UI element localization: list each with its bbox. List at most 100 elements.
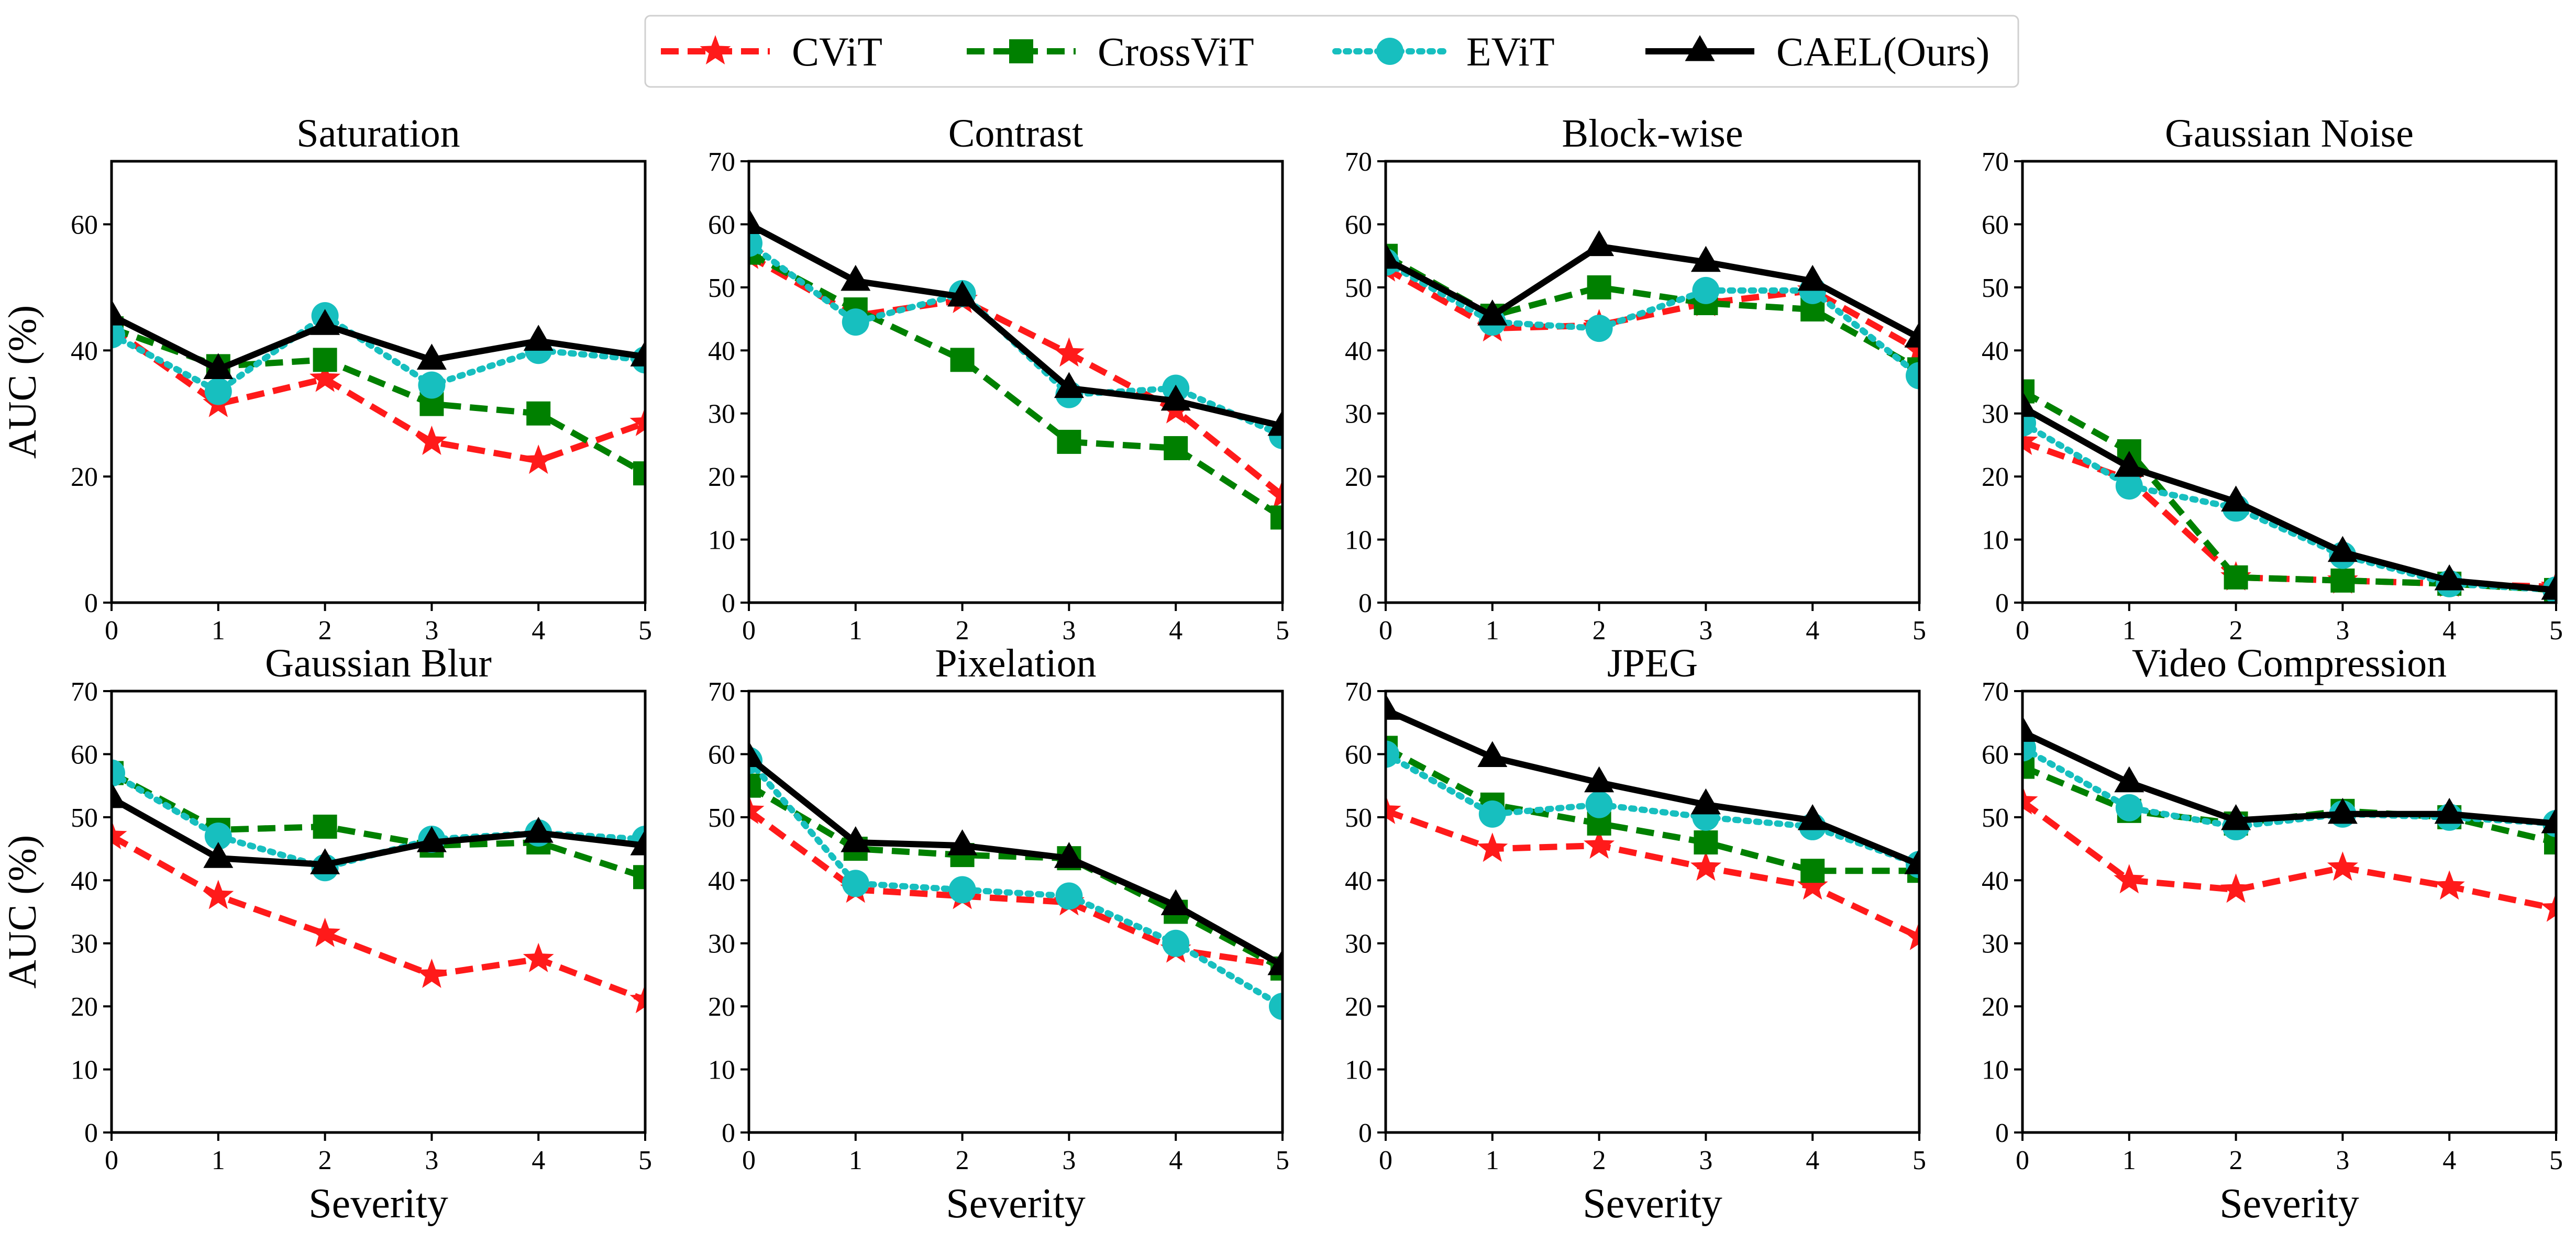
series-cvit bbox=[2022, 785, 2556, 922]
point-cael-ours-0 bbox=[112, 782, 127, 808]
point-cael-ours-1 bbox=[1477, 299, 1508, 326]
point-crossvit-3 bbox=[1694, 830, 1718, 855]
point-cael-ours-3 bbox=[1054, 842, 1084, 868]
legend-item-crossvit: CrossViT bbox=[967, 29, 1254, 74]
point-crossvit-4 bbox=[1800, 859, 1825, 883]
legend-label-cael-ours: CAEL(Ours) bbox=[1776, 29, 1989, 74]
point-cvit-2 bbox=[309, 362, 341, 392]
point-cael-ours-3 bbox=[1054, 372, 1084, 398]
panel-title: Block-wise bbox=[1562, 112, 1743, 155]
series-line-cael-ours bbox=[1386, 243, 1919, 341]
y-tick-label: 0 bbox=[1358, 588, 1372, 618]
point-cael-ours-3 bbox=[416, 343, 447, 370]
plot-area bbox=[2022, 379, 2556, 603]
point-cael-ours-0 bbox=[749, 208, 764, 235]
y-tick-label: 40 bbox=[1345, 866, 1372, 896]
point-cvit-0 bbox=[2022, 425, 2038, 455]
point-cael-ours-3 bbox=[2327, 797, 2358, 824]
point-cvit-0 bbox=[2022, 785, 2038, 815]
y-tick-label: 0 bbox=[84, 1118, 98, 1148]
point-cvit-1 bbox=[1477, 832, 1508, 862]
y-tick-label: 40 bbox=[708, 866, 735, 896]
series-crossvit bbox=[749, 240, 1283, 530]
y-tick-label: 20 bbox=[1982, 462, 2009, 492]
x-tick-label: 3 bbox=[2336, 616, 2349, 646]
x-tick-label: 1 bbox=[1486, 616, 1499, 646]
y-tick-label: 70 bbox=[1345, 147, 1372, 177]
point-cael-ours-1 bbox=[841, 264, 871, 291]
legend-item-cvit: CViT bbox=[661, 29, 882, 74]
x-tick-label: 5 bbox=[2549, 1146, 2563, 1175]
y-tick-label: 40 bbox=[1982, 866, 2009, 896]
point-cvit-3 bbox=[416, 958, 447, 988]
point-cael-ours-0 bbox=[1386, 242, 1401, 269]
y-tick-label: 20 bbox=[1345, 992, 1372, 1022]
x-tick-label: 0 bbox=[2016, 1146, 2029, 1175]
series-line-cael-ours bbox=[2022, 729, 2556, 827]
point-evit-1 bbox=[2115, 472, 2143, 500]
x-tick-label: 0 bbox=[1379, 1146, 1392, 1175]
y-tick-label: 0 bbox=[722, 1118, 735, 1148]
axes-frame bbox=[747, 160, 1284, 604]
point-cael-ours-2 bbox=[310, 848, 340, 874]
point-crossvit-2 bbox=[313, 348, 337, 372]
point-crossvit-5 bbox=[1270, 505, 1283, 530]
legend-frame bbox=[644, 15, 2019, 88]
point-evit-0 bbox=[112, 759, 125, 787]
series-line-cael-ours bbox=[749, 754, 1283, 969]
point-cvit-1 bbox=[2114, 864, 2145, 894]
plot-area bbox=[749, 741, 1283, 1020]
x-tick-label: 0 bbox=[2016, 616, 2029, 646]
series-cvit bbox=[1386, 794, 1919, 950]
y-tick-label: 60 bbox=[1345, 210, 1372, 240]
x-axis-label: Severity bbox=[2219, 1181, 2359, 1227]
plot-area bbox=[749, 208, 1283, 530]
series-crossvit bbox=[2022, 379, 2556, 602]
x-tick-label: 4 bbox=[1169, 1146, 1182, 1175]
series-cael-ours bbox=[2022, 391, 2556, 600]
x-tick-label: 0 bbox=[105, 616, 118, 646]
x-tick-label: 1 bbox=[1486, 1146, 1499, 1175]
point-evit-0 bbox=[112, 321, 125, 349]
point-cael-ours-1 bbox=[2114, 766, 2144, 793]
point-cael-ours-4 bbox=[2434, 797, 2464, 824]
panel-gaussian-noise: Gaussian Noise 0 10 20 30 40 50 60 70 0 1 2 3 4 5 bbox=[1982, 112, 2563, 646]
y-tick-label: 60 bbox=[71, 740, 98, 770]
point-cael-ours-0 bbox=[1386, 694, 1401, 720]
point-crossvit-2 bbox=[1587, 275, 1611, 299]
point-crossvit-2 bbox=[950, 348, 975, 372]
x-tick-label: 4 bbox=[1806, 616, 1819, 646]
point-crossvit-0 bbox=[749, 773, 761, 798]
point-cael-ours-4 bbox=[1160, 889, 1191, 916]
point-evit-1 bbox=[2115, 794, 2143, 821]
series-line-evit bbox=[2022, 419, 2556, 593]
x-tick-label: 4 bbox=[1806, 1146, 1819, 1175]
x-tick-label: 3 bbox=[425, 1146, 438, 1175]
y-tick-label: 40 bbox=[1982, 336, 2009, 366]
series-cael-ours bbox=[112, 782, 645, 874]
point-cael-ours-3 bbox=[1690, 788, 1721, 815]
y-tick-label: 0 bbox=[1995, 1118, 2009, 1148]
point-cael-ours-2 bbox=[2221, 804, 2251, 830]
point-evit-1 bbox=[204, 822, 232, 850]
x-tick-label: 5 bbox=[1912, 1146, 1926, 1175]
x-tick-label: 2 bbox=[318, 1146, 332, 1175]
y-tick-label: 70 bbox=[708, 677, 735, 707]
panel-title: Saturation bbox=[296, 112, 460, 155]
y-tick-label: 30 bbox=[1345, 399, 1372, 429]
series-line-crossvit bbox=[2022, 388, 2556, 593]
point-crossvit-3 bbox=[2330, 568, 2355, 593]
point-evit-2 bbox=[1585, 791, 1613, 818]
y-tick-label: 50 bbox=[1345, 803, 1372, 833]
point-evit-3 bbox=[1055, 882, 1083, 910]
panel-video-compression: Video Compression 0 10 20 30 40 50 60 70 0 1 2 3 4 5 Se… bbox=[1982, 641, 2563, 1227]
series-crossvit bbox=[2022, 754, 2556, 855]
y-tick-label: 50 bbox=[708, 803, 735, 833]
x-tick-label: 2 bbox=[1593, 1146, 1606, 1175]
axes-frame bbox=[2021, 160, 2558, 604]
point-cael-ours-2 bbox=[1584, 766, 1615, 793]
panel-contrast: Contrast 0 10 20 30 40 50 60 70 0 1 2 3 4 5 bbox=[708, 112, 1289, 646]
y-tick-label: 60 bbox=[71, 210, 98, 240]
y-tick-label: 20 bbox=[1345, 462, 1372, 492]
point-cael-ours-4 bbox=[1797, 804, 1828, 830]
